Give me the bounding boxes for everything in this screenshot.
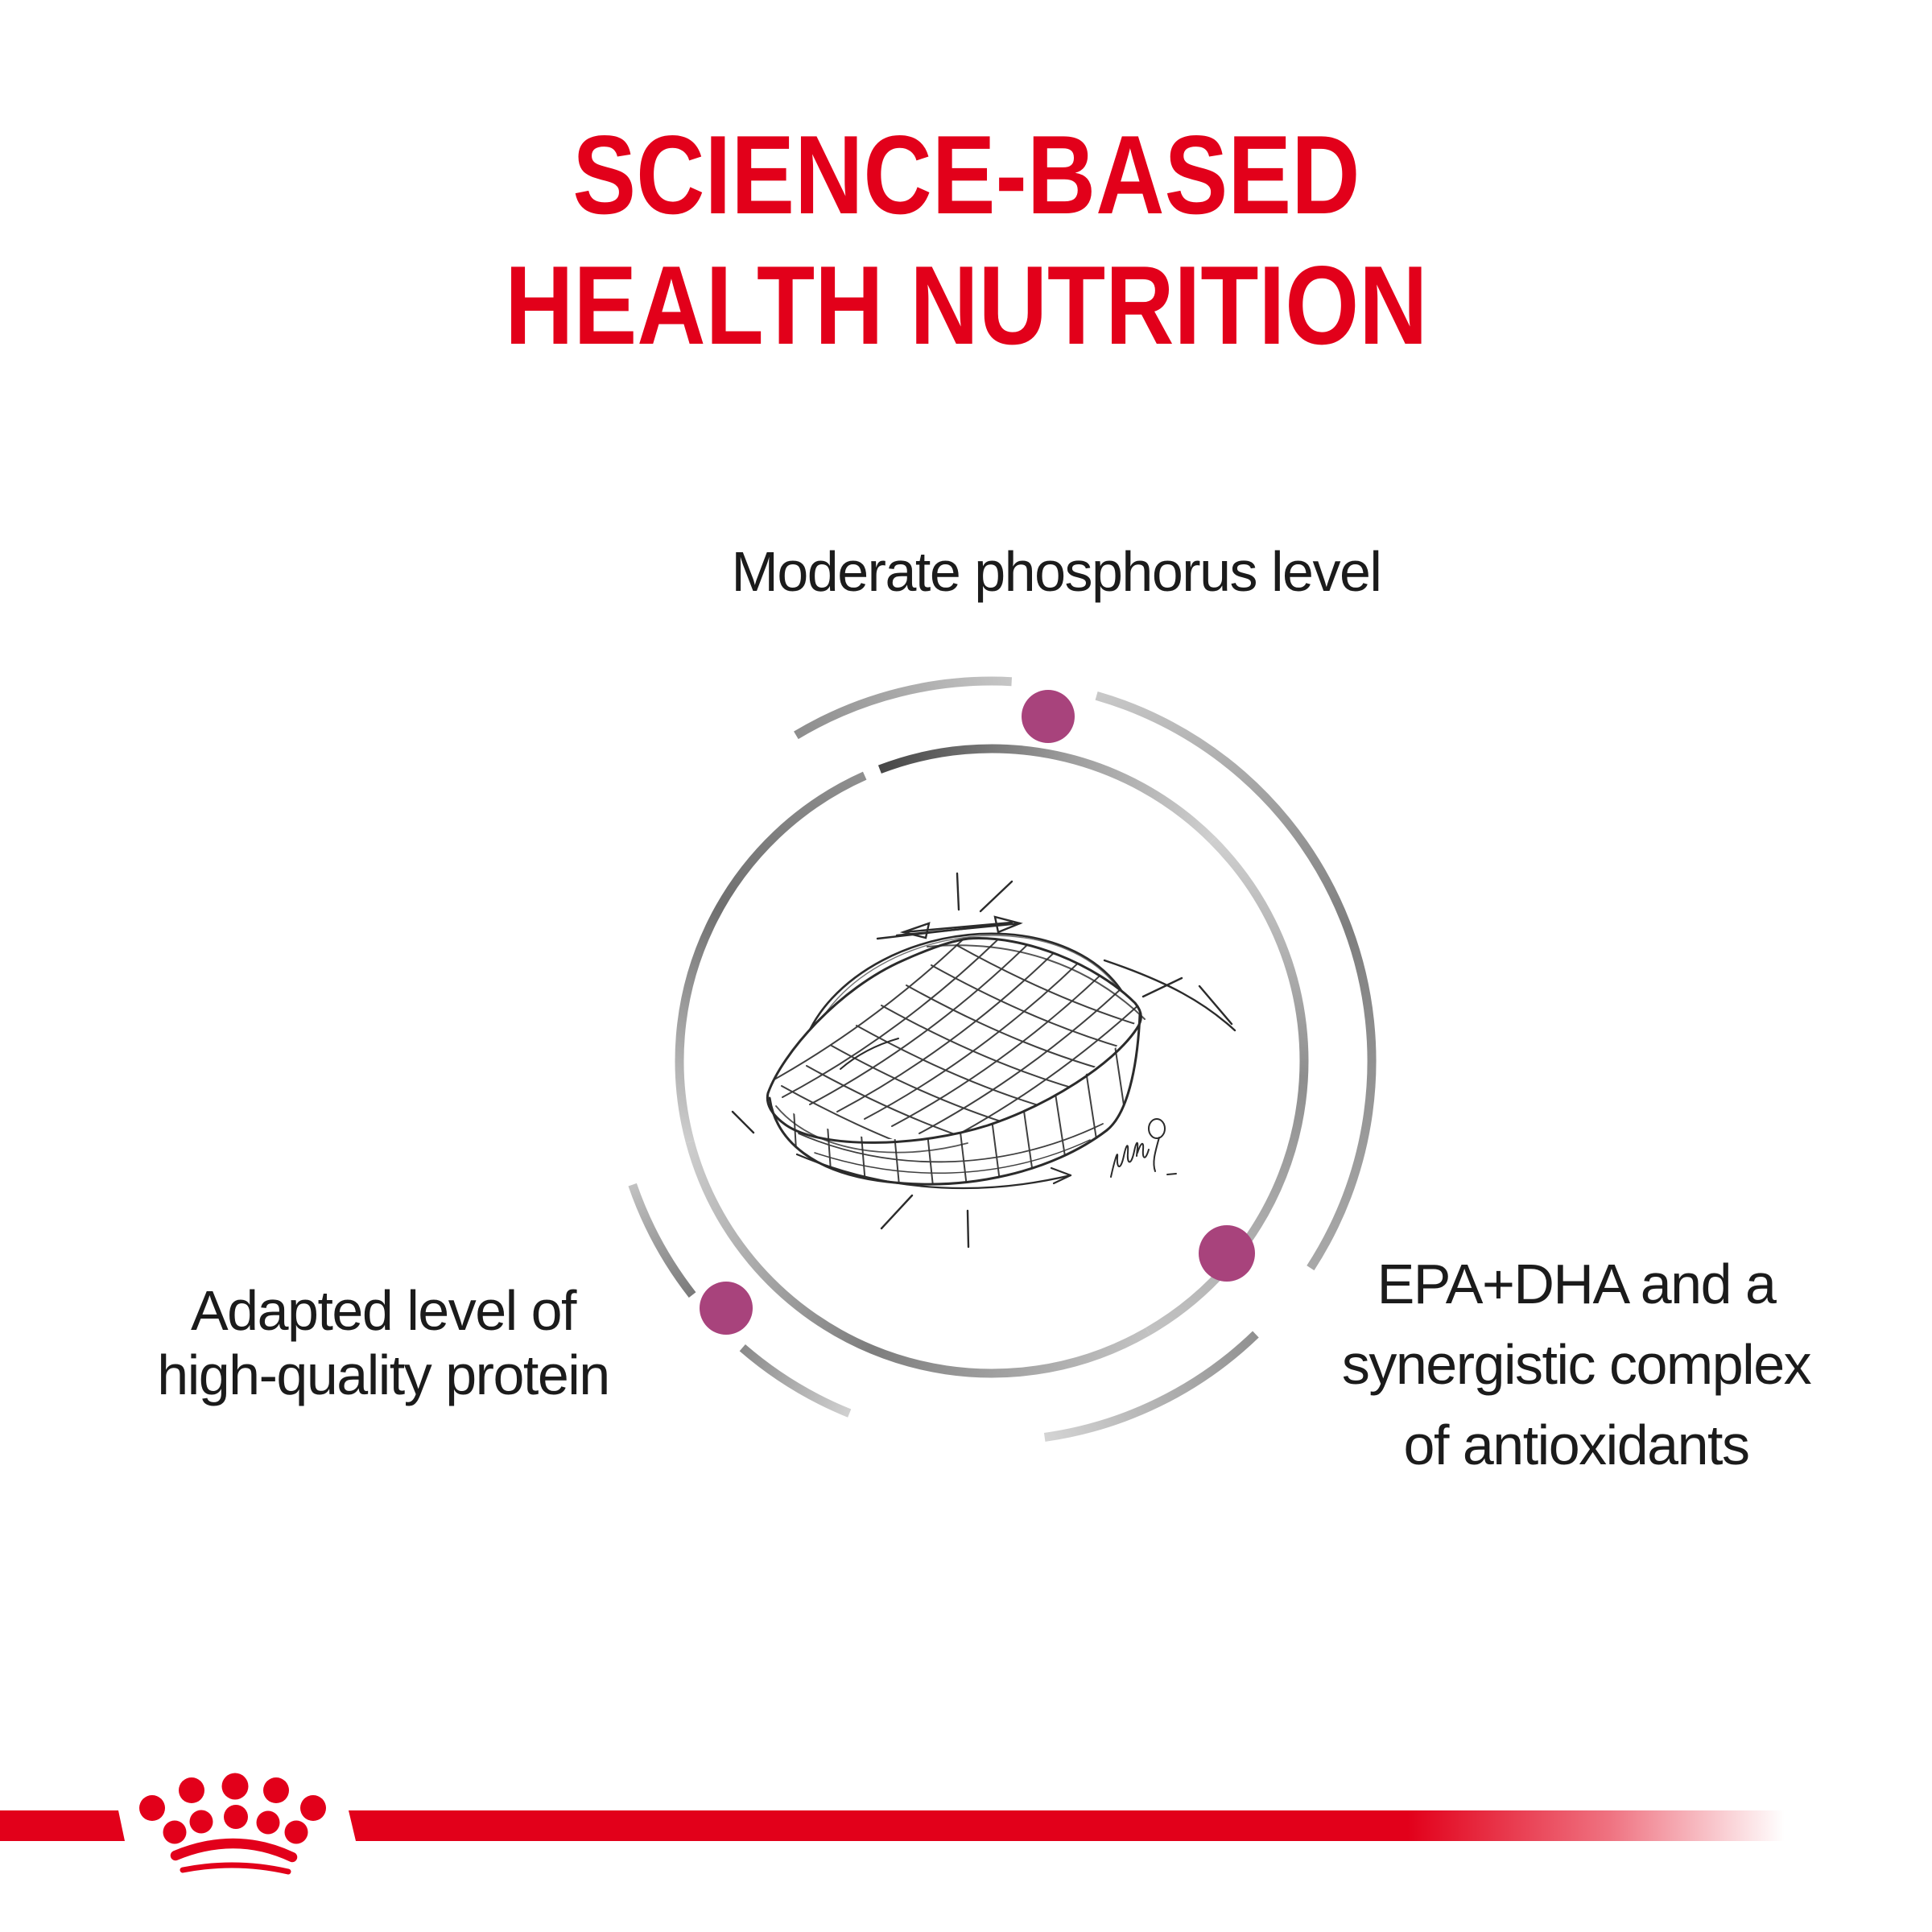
footer-stripe-left [0, 1810, 125, 1841]
outer-ring [628, 676, 1377, 1442]
callout-protein: Adapted level of high-quality protein [157, 1278, 610, 1407]
signature-scribble [1110, 1118, 1177, 1178]
title-line-1: SCIENCE-BASED [572, 113, 1360, 238]
callout-phosphorus-label: Moderate phosphorus level [731, 540, 1382, 603]
page-title: SCIENCE-BASED HEALTH NUTRITION [0, 110, 1932, 371]
top-dot-marker [1022, 690, 1075, 743]
callout-protein-line-2: high-quality protein [157, 1344, 610, 1406]
left-dot-marker [700, 1282, 753, 1335]
kibble-orbit-diagram [628, 676, 1377, 1442]
callout-antioxidants-line-2: synergistic complex [1341, 1333, 1812, 1396]
callout-antioxidants-line-3: of antioxidants [1403, 1414, 1750, 1476]
callout-protein-line-1: Adapted level of [190, 1279, 577, 1342]
title-line-2: HEALTH NUTRITION [504, 243, 1428, 369]
callout-phosphorus: Moderate phosphorus level [731, 539, 1382, 604]
right-dot-marker [1199, 1225, 1255, 1282]
footer-stripe-right [349, 1810, 1799, 1841]
royal-canin-crown-icon [139, 1773, 326, 1875]
callout-antioxidants-line-1: EPA+DHA and a [1377, 1253, 1777, 1315]
callout-antioxidants: EPA+DHA and a synergistic complex of ant… [1341, 1244, 1812, 1485]
kibble-sketch [731, 872, 1236, 1249]
